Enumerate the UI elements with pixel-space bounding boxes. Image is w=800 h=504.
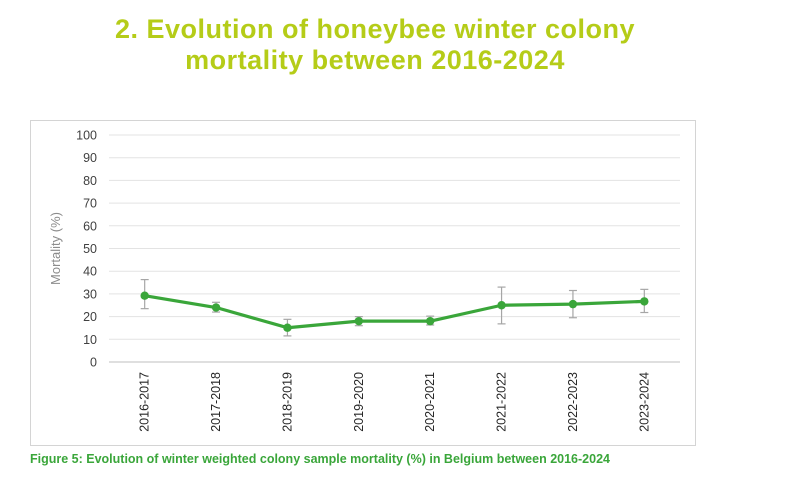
x-axis-ticks: 2016-2017 2017-2018 2018-2019 2019-2020 2020… <box>138 372 652 432</box>
y-tick-label-70: 70 <box>83 197 97 211</box>
series-points <box>140 291 649 332</box>
y-tick-label-100: 100 <box>76 129 97 143</box>
y-tick-label-80: 80 <box>83 174 97 188</box>
y-tick-label-20: 20 <box>83 310 97 324</box>
x-tick-label-2018-2019: 2018-2019 <box>280 372 294 432</box>
x-tick-label-2016-2017: 2016-2017 <box>138 372 152 432</box>
x-tick-label-2019-2020: 2019-2020 <box>352 372 366 432</box>
x-tick-label-2022-2023: 2022-2023 <box>566 372 580 432</box>
data-point-2019-2020 <box>354 316 364 326</box>
y-tick-label-90: 90 <box>83 151 97 165</box>
y-axis-label: Mortality (%) <box>48 212 63 285</box>
data-point-2023-2024 <box>640 297 649 306</box>
y-tick-label-60: 60 <box>83 219 97 233</box>
y-axis-ticks: 0 10 20 30 40 50 60 70 80 90 100 <box>76 129 97 370</box>
gridlines <box>109 134 680 363</box>
data-point-2021-2022 <box>497 301 506 310</box>
data-point-2022-2023 <box>568 299 578 309</box>
data-point-2020-2021 <box>425 316 435 326</box>
data-point-2016-2017 <box>140 291 149 300</box>
x-tick-label-2020-2021: 2020-2021 <box>423 372 437 432</box>
y-tick-label-30: 30 <box>83 287 97 301</box>
y-tick-label-10: 10 <box>83 333 97 347</box>
x-tick-label-2023-2024: 2023-2024 <box>637 372 651 432</box>
heading-line-1: 2. Evolution of honeybee winter colony <box>114 14 636 44</box>
series-line <box>143 294 646 330</box>
heading-line-2: mortality between 2016-2024 <box>185 45 565 75</box>
page-heading: 2. Evolution of honeybee winter colony m… <box>0 14 750 76</box>
data-point-2017-2018 <box>211 303 221 312</box>
y-tick-label-40: 40 <box>83 265 97 279</box>
chart-frame <box>30 120 696 446</box>
figure-caption: Figure 5: Evolution of winter weighted c… <box>30 452 610 466</box>
y-tick-label-50: 50 <box>83 242 97 256</box>
x-tick-label-2021-2022: 2021-2022 <box>495 372 509 432</box>
data-point-2018-2019 <box>283 323 292 332</box>
y-tick-label-0: 0 <box>90 356 97 370</box>
series-polyline <box>143 294 646 330</box>
x-tick-label-2017-2018: 2017-2018 <box>209 372 223 432</box>
mortality-line-chart: 0 10 20 30 40 50 60 70 80 90 100 Mortality (%) 201… <box>48 129 680 432</box>
